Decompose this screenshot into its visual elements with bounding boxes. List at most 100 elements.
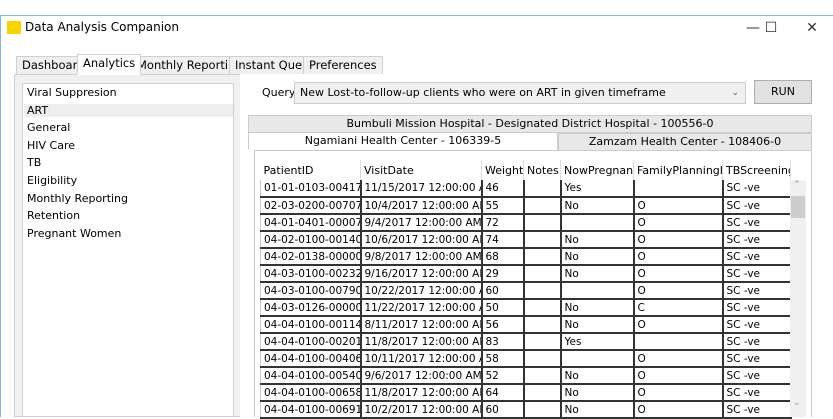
table-cell[interactable]: 52 — [481, 367, 525, 385]
table-cell[interactable]: O — [633, 197, 724, 215]
tab-dashboard[interactable]: Dashboard — [16, 56, 91, 75]
tab-monthly-reporting[interactable]: Monthly Reporting — [131, 56, 249, 75]
table-cell[interactable]: 11/22/2017 12:00:00 AM — [360, 299, 483, 317]
table-row[interactable]: 04-02-0138-000002 9/8/2017 12:00:00 AM 68 N… — [260, 248, 792, 266]
table-cell[interactable]: 9/6/2017 12:00:00 AM — [360, 367, 483, 385]
table-cell[interactable]: SC -ve — [722, 401, 792, 419]
table-cell[interactable]: 9/16/2017 12:00:00 AM — [360, 265, 483, 283]
table-row[interactable]: 04-04-0100-002010 11/8/2017 12:00:00 AM 83… — [260, 333, 792, 351]
table-cell[interactable]: 04-04-0100-002010 — [260, 333, 362, 351]
table-cell[interactable]: No — [560, 384, 635, 402]
tab-bumbuli[interactable]: Bumbuli Mission Hospital - Designated Di… — [248, 115, 812, 133]
column-header[interactable]: FamilyPlanningID — [633, 160, 723, 180]
table-cell[interactable]: SC -ve — [722, 333, 792, 351]
column-header[interactable]: PatientID — [260, 160, 361, 180]
tab-preferences[interactable]: Preferences — [303, 56, 383, 75]
table-cell[interactable]: 72 — [481, 214, 525, 232]
table-cell[interactable]: 83 — [481, 333, 525, 351]
table-row[interactable]: 04-04-0100-006580 11/8/2017 12:00:00 AM 64… — [260, 384, 792, 402]
table-cell[interactable] — [523, 350, 562, 368]
minimize-button[interactable]: — — [746, 20, 760, 36]
table-cell[interactable]: 58 — [481, 350, 525, 368]
table-cell[interactable]: No — [560, 265, 635, 283]
sidebar-item[interactable]: Eligibility — [27, 174, 78, 187]
table-row[interactable]: 02-03-0200-007075 10/4/2017 12:00:00 AM 55… — [260, 197, 792, 215]
table-cell[interactable]: SC -ve — [722, 248, 792, 266]
table-cell[interactable] — [523, 231, 562, 249]
table-cell[interactable]: SC -ve — [722, 316, 792, 334]
close-button[interactable]: ✕ — [806, 20, 818, 36]
column-header[interactable]: NowPregnant — [560, 160, 634, 180]
table-cell[interactable]: O — [633, 231, 724, 249]
table-cell[interactable]: Yes — [560, 333, 635, 351]
table-cell[interactable]: 01-01-0103-004178 — [260, 180, 362, 198]
table-cell[interactable]: 04-03-0100-002323 — [260, 265, 362, 283]
table-row[interactable]: 04-01-0401-000070 9/4/2017 12:00:00 AM 72 O… — [260, 214, 792, 232]
table-cell[interactable]: 04-03-0100-007904 — [260, 282, 362, 300]
table-cell[interactable] — [523, 299, 562, 317]
scroll-down-icon[interactable]: ⌄ — [793, 398, 801, 408]
table-cell[interactable]: 50 — [481, 299, 525, 317]
table-cell[interactable]: 10/11/2017 12:00:00 AM — [360, 350, 483, 368]
table-cell[interactable]: SC -ve — [722, 197, 792, 215]
maximize-button[interactable]: ☐ — [764, 20, 778, 36]
sidebar-item[interactable]: ART — [24, 103, 233, 117]
table-cell[interactable]: No — [560, 316, 635, 334]
table-cell[interactable]: 10/2/2017 12:00:00 AM — [360, 401, 483, 419]
table-row[interactable]: 04-04-0100-005408 9/6/2017 12:00:00 AM 52 N… — [260, 367, 792, 385]
table-row[interactable]: 04-04-0100-006913 10/2/2017 12:00:00 AM 60… — [260, 401, 792, 419]
table-cell[interactable]: 60 — [481, 401, 525, 419]
table-cell[interactable]: 10/4/2017 12:00:00 AM — [360, 197, 483, 215]
run-button[interactable]: RUN — [754, 80, 812, 104]
table-cell[interactable] — [633, 180, 724, 198]
table-cell[interactable]: 9/8/2017 12:00:00 AM — [360, 248, 483, 266]
query-dropdown[interactable]: New Lost-to-follow-up clients who were o… — [294, 82, 746, 104]
table-row[interactable]: 04-03-0100-002323 9/16/2017 12:00:00 AM 29… — [260, 265, 792, 283]
table-cell[interactable]: 04-03-0126-000001 — [260, 299, 362, 317]
table-cell[interactable]: No — [560, 197, 635, 215]
tab-zamzam[interactable]: Zamzam Health Center - 108406-0 — [558, 133, 812, 151]
table-cell[interactable] — [523, 282, 562, 300]
table-cell[interactable]: 55 — [481, 197, 525, 215]
sidebar-item[interactable]: Viral Suppresion — [27, 86, 117, 99]
table-cell[interactable]: SC -ve — [722, 299, 792, 317]
table-cell[interactable] — [523, 367, 562, 385]
table-row[interactable]: 04-02-0100-001408 10/6/2017 12:00:00 AM 74… — [260, 231, 792, 249]
table-cell[interactable]: 68 — [481, 248, 525, 266]
table-cell[interactable]: No — [560, 367, 635, 385]
table-cell[interactable]: Yes — [560, 180, 635, 198]
table-cell[interactable]: 56 — [481, 316, 525, 334]
table-cell[interactable]: O — [633, 282, 724, 300]
table-cell[interactable] — [523, 333, 562, 351]
table-cell[interactable]: SC -ve — [722, 265, 792, 283]
table-cell[interactable]: O — [633, 316, 724, 334]
table-cell[interactable]: 04-04-0100-004068 — [260, 350, 362, 368]
table-cell[interactable] — [523, 384, 562, 402]
table-cell[interactable]: 11/8/2017 12:00:00 AM — [360, 333, 483, 351]
table-cell[interactable] — [523, 265, 562, 283]
table-cell[interactable]: 02-03-0200-007075 — [260, 197, 362, 215]
table-cell[interactable]: SC -ve — [722, 282, 792, 300]
table-cell[interactable] — [560, 350, 635, 368]
table-cell[interactable] — [560, 214, 635, 232]
table-cell[interactable]: No — [560, 231, 635, 249]
table-cell[interactable]: 74 — [481, 231, 525, 249]
sidebar-item[interactable]: TB — [27, 156, 42, 170]
table-cell[interactable]: 64 — [481, 384, 525, 402]
table-cell[interactable]: 8/11/2017 12:00:00 AM — [360, 316, 483, 334]
scroll-thumb[interactable] — [791, 196, 805, 218]
table-cell[interactable]: 11/15/2017 12:00:00 AM — [360, 180, 483, 198]
table-cell[interactable]: 60 — [481, 282, 525, 300]
table-cell[interactable] — [523, 180, 562, 198]
table-cell[interactable]: O — [633, 248, 724, 266]
table-cell[interactable]: O — [633, 350, 724, 368]
table-cell[interactable]: 10/6/2017 12:00:00 AM — [360, 231, 483, 249]
table-cell[interactable]: O — [633, 265, 724, 283]
table-cell[interactable]: 04-04-0100-006913 — [260, 401, 362, 419]
sidebar-item[interactable]: HIV Care — [27, 138, 76, 152]
category-list[interactable]: Viral Suppresion ART General HIV Care TB Elig… — [22, 83, 234, 417]
table-cell[interactable] — [560, 282, 635, 300]
table-cell[interactable]: No — [560, 401, 635, 419]
table-cell[interactable]: SC -ve — [722, 214, 792, 232]
